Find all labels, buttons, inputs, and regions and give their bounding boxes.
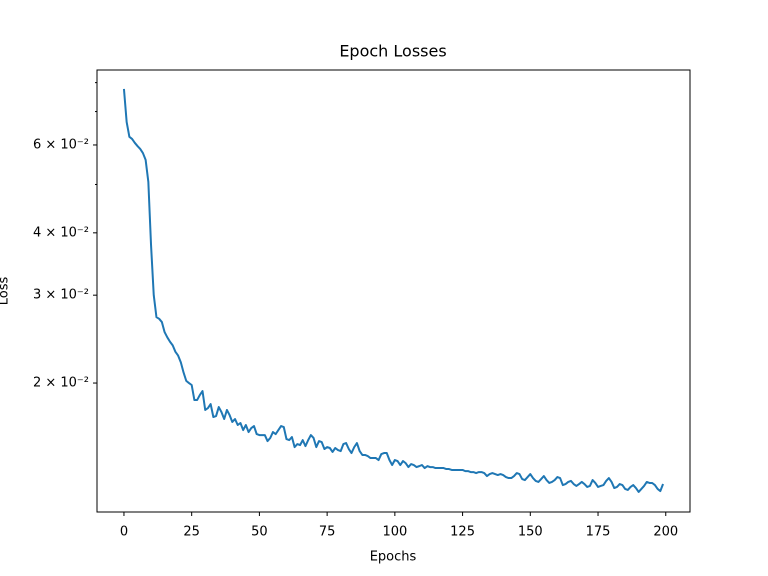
x-tick-label: 150 bbox=[518, 525, 543, 540]
y-axis-label: Loss bbox=[0, 277, 12, 306]
x-tick-label: 200 bbox=[653, 525, 678, 540]
plot-frame bbox=[96, 69, 691, 513]
x-tick-label: 175 bbox=[586, 525, 611, 540]
x-tick-label: 0 bbox=[120, 525, 128, 540]
x-tick-label: 100 bbox=[382, 525, 407, 540]
loss-line bbox=[122, 88, 664, 493]
y-tick-label: 2 × 10⁻² bbox=[33, 376, 89, 391]
x-tick-label: 75 bbox=[319, 525, 336, 540]
x-axis-label: Epochs bbox=[370, 550, 417, 565]
x-tick-label: 25 bbox=[183, 525, 200, 540]
x-tick-label: 125 bbox=[450, 525, 475, 540]
y-tick-label: 3 × 10⁻² bbox=[33, 288, 89, 303]
chart-title: Epoch Losses bbox=[339, 42, 446, 61]
x-tick-label: 50 bbox=[251, 525, 268, 540]
y-tick-label: 6 × 10⁻² bbox=[33, 137, 89, 152]
y-tick-label: 4 × 10⁻² bbox=[33, 225, 89, 240]
